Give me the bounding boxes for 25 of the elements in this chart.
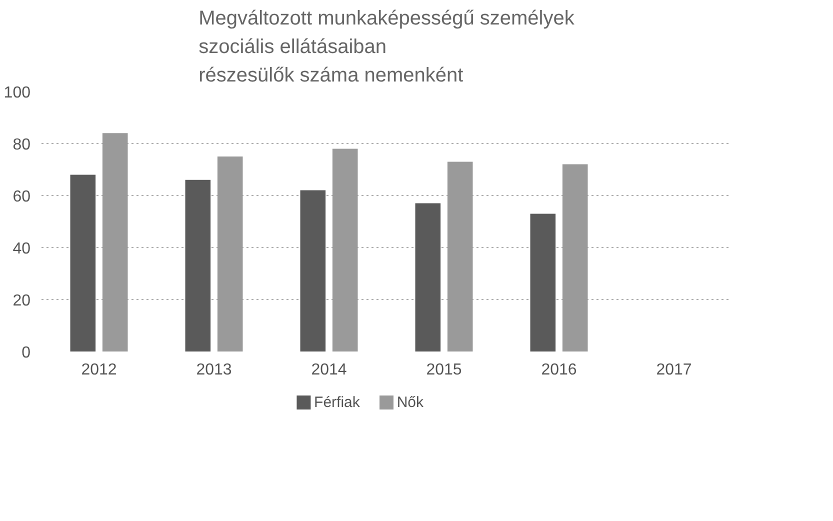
bar xyxy=(332,148,358,352)
y-tick-label: 60 xyxy=(12,188,31,206)
x-tick-label: 2017 xyxy=(656,362,692,378)
x-tick-label: 2014 xyxy=(311,362,347,378)
y-tick-label: 20 xyxy=(12,292,31,310)
y-tick-label: 0 xyxy=(22,344,31,362)
bar xyxy=(300,190,326,352)
y-tick-label: 80 xyxy=(12,136,31,154)
x-tick-label: 2015 xyxy=(426,362,462,378)
y-tick-label: 100 xyxy=(4,84,31,102)
bar xyxy=(415,203,441,352)
bar xyxy=(102,133,128,352)
legend-label: Férfiak xyxy=(314,394,360,411)
x-tick-label: 2013 xyxy=(196,362,232,378)
bar xyxy=(530,214,556,352)
x-tick-label: 2012 xyxy=(81,362,117,378)
bar xyxy=(562,164,588,352)
bar xyxy=(185,180,211,352)
y-tick-label: 40 xyxy=(12,240,31,258)
bar xyxy=(217,156,243,352)
legend-label: Nők xyxy=(396,394,424,411)
bar xyxy=(447,162,473,352)
bar xyxy=(70,174,96,352)
chart-title: Megváltozott munkaképességű személyek szociális ellátásaiban részesülők száma nemenként xyxy=(198,7,576,86)
x-tick-label: 2016 xyxy=(541,362,577,378)
